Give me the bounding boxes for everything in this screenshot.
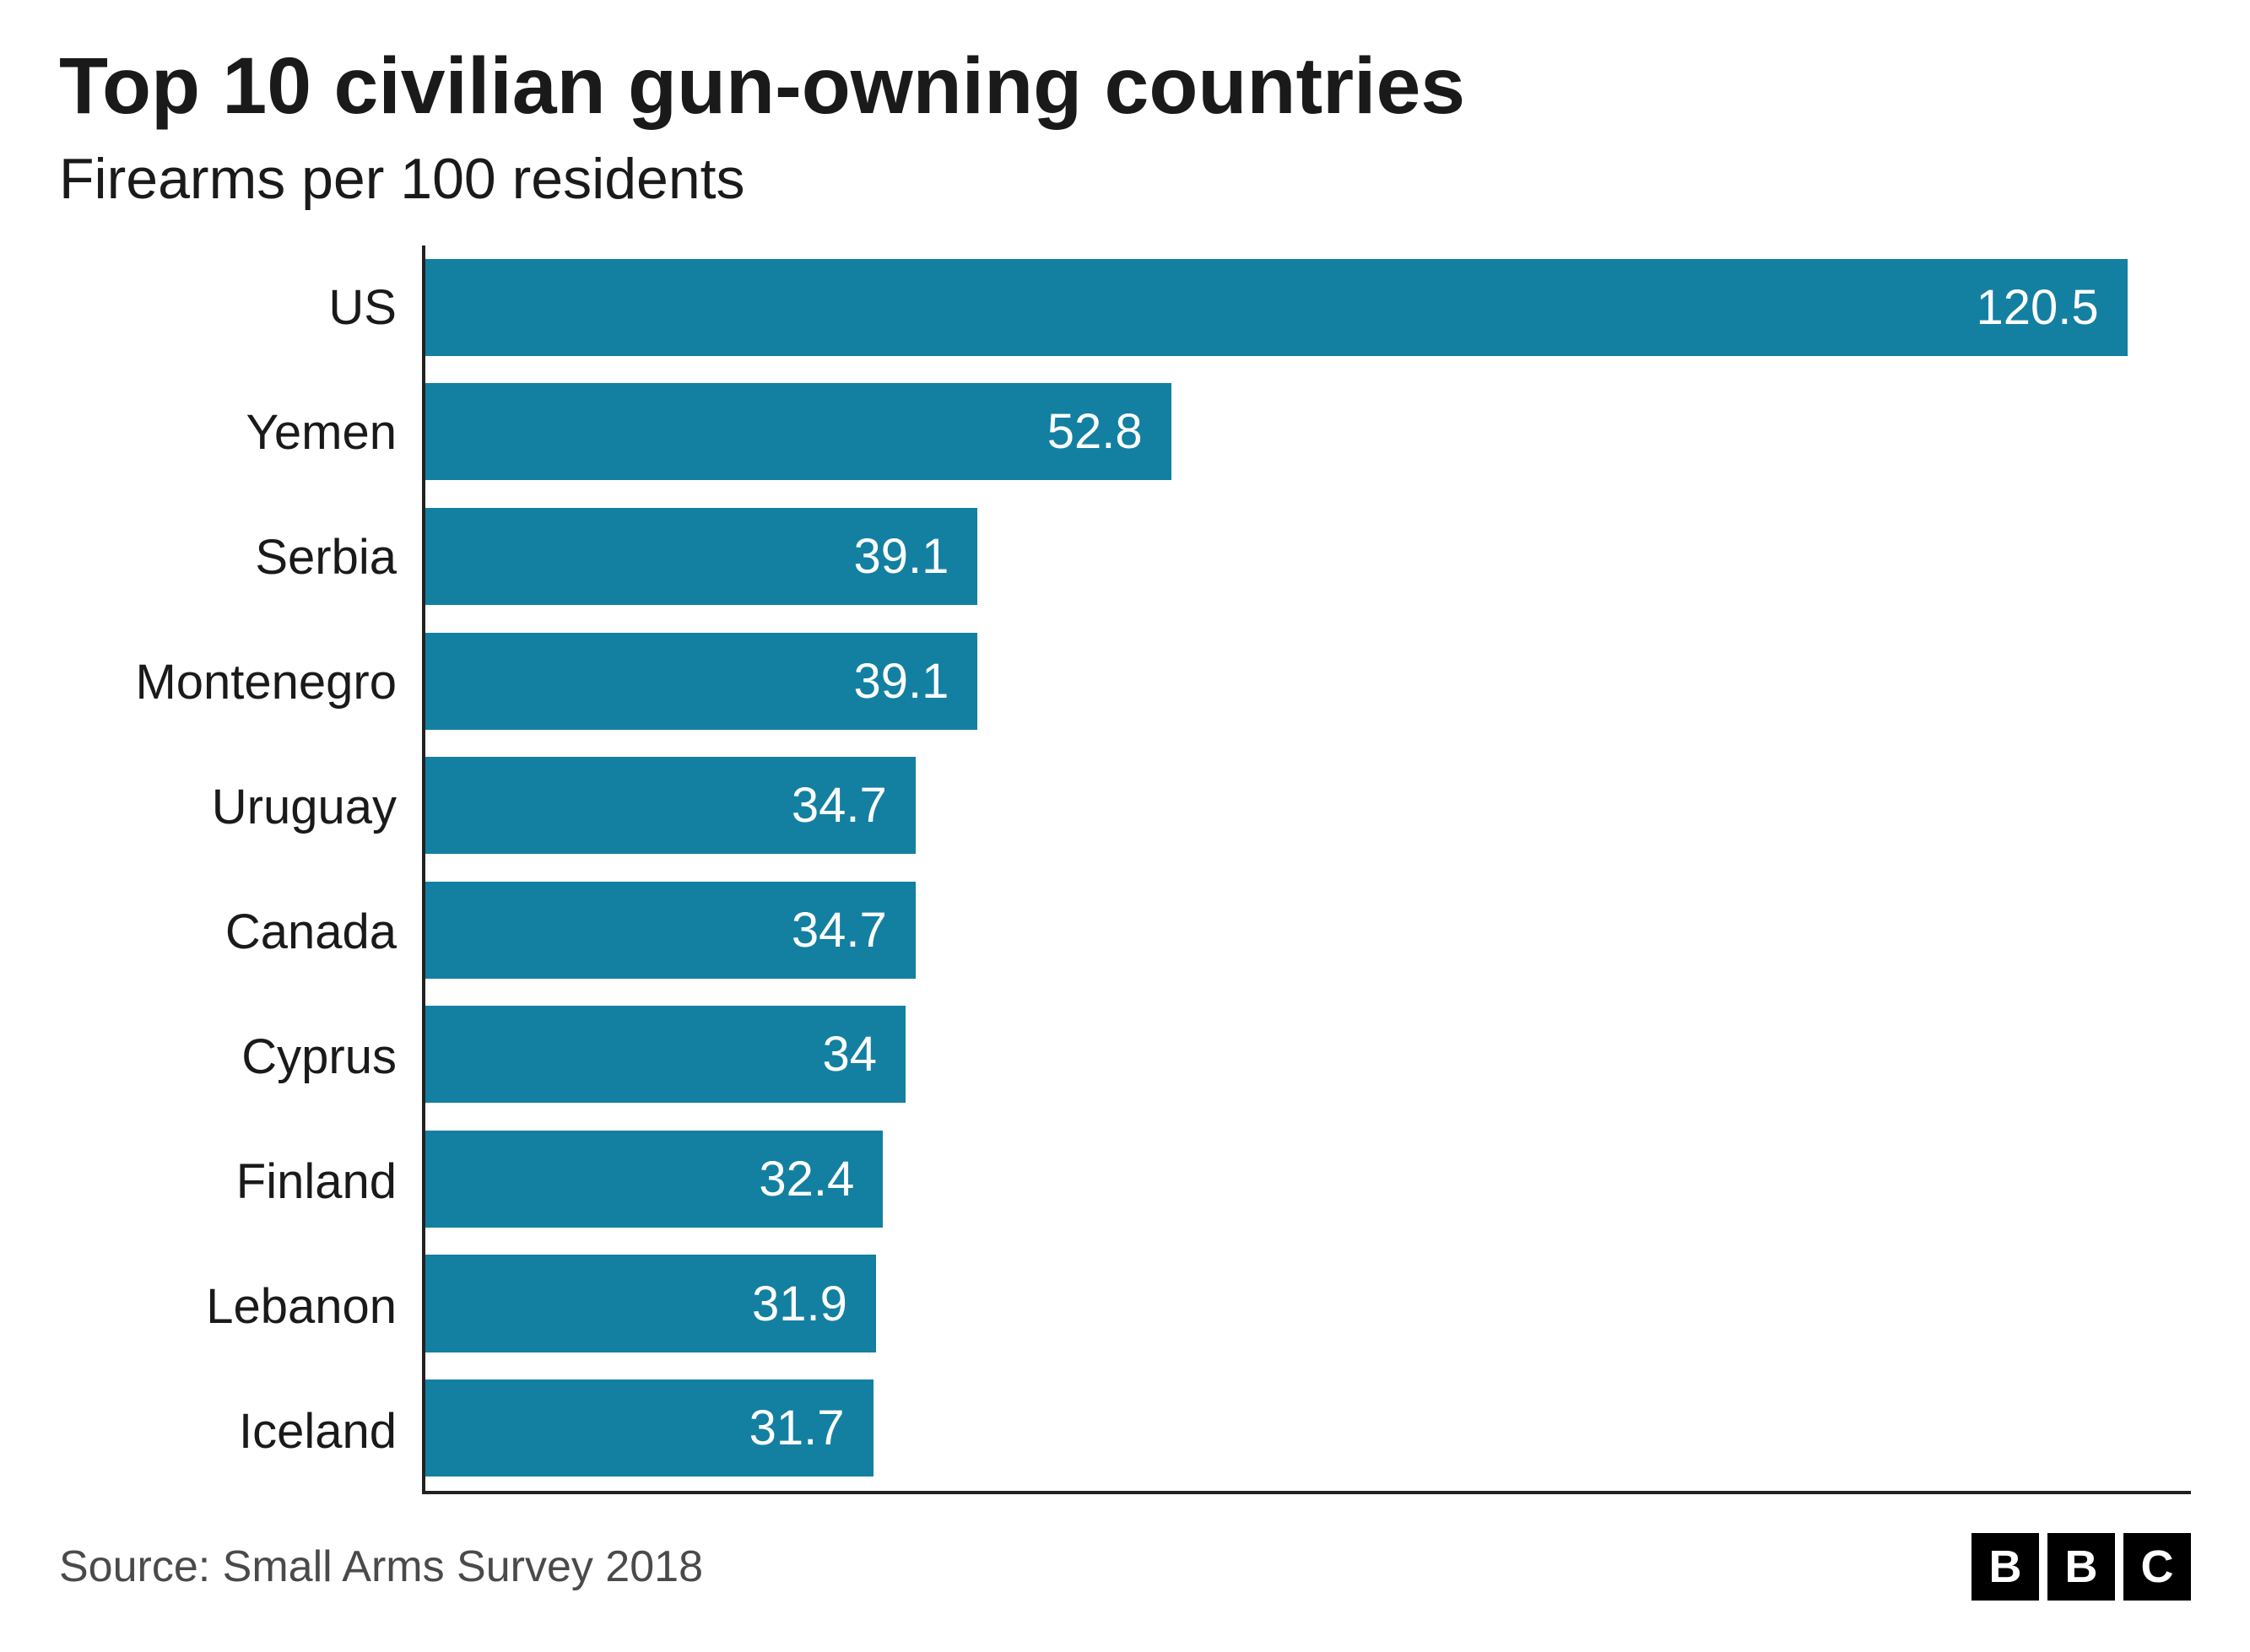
bar-row: 120.5 <box>425 246 2191 370</box>
category-label: Finland <box>59 1120 397 1244</box>
bar: 34.7 <box>425 882 916 979</box>
bar: 32.4 <box>425 1131 883 1228</box>
chart-container: Top 10 civilian gun-owning countries Fir… <box>0 0 2250 1652</box>
bar-row: 31.7 <box>425 1366 2191 1491</box>
bar: 34.7 <box>425 757 916 854</box>
bbc-logo-block: B <box>2047 1533 2115 1601</box>
category-label: Yemen <box>59 370 397 495</box>
bar: 39.1 <box>425 508 977 605</box>
chart-footer: Source: Small Arms Survey 2018 B B C <box>59 1520 2191 1601</box>
bar-row: 39.1 <box>425 494 2191 619</box>
bar: 31.7 <box>425 1379 873 1477</box>
bars-column: 120.5 52.8 39.1 39.1 34.7 34.7 34 32.4 3… <box>422 246 2191 1494</box>
source-text: Source: Small Arms Survey 2018 <box>59 1541 703 1592</box>
bar: 52.8 <box>425 383 1171 480</box>
bar-row: 32.4 <box>425 1117 2191 1242</box>
bar-row: 34.7 <box>425 867 2191 992</box>
plot-area: US Yemen Serbia Montenegro Uruguay Canad… <box>59 246 2191 1494</box>
category-labels-column: US Yemen Serbia Montenegro Uruguay Canad… <box>59 246 422 1494</box>
bar: 39.1 <box>425 633 977 730</box>
chart-title: Top 10 civilian gun-owning countries <box>59 42 2191 131</box>
category-label: Lebanon <box>59 1244 397 1369</box>
bar: 34 <box>425 1006 906 1103</box>
bar-row: 34 <box>425 992 2191 1117</box>
bbc-logo-block: C <box>2123 1533 2191 1601</box>
bar: 31.9 <box>425 1255 876 1352</box>
bbc-logo-block: B <box>1971 1533 2039 1601</box>
category-label: Iceland <box>59 1369 397 1494</box>
category-label: Montenegro <box>59 620 397 745</box>
category-label: US <box>59 246 397 370</box>
bar-row: 52.8 <box>425 370 2191 494</box>
bar-row: 31.9 <box>425 1241 2191 1366</box>
category-label: Cyprus <box>59 995 397 1120</box>
bar-row: 34.7 <box>425 743 2191 868</box>
category-label: Uruguay <box>59 745 397 870</box>
chart-subtitle: Firearms per 100 residents <box>59 146 2191 212</box>
category-label: Canada <box>59 870 397 995</box>
bbc-logo: B B C <box>1971 1533 2191 1601</box>
category-label: Serbia <box>59 495 397 620</box>
bar-row: 39.1 <box>425 618 2191 743</box>
bar: 120.5 <box>425 259 2128 356</box>
